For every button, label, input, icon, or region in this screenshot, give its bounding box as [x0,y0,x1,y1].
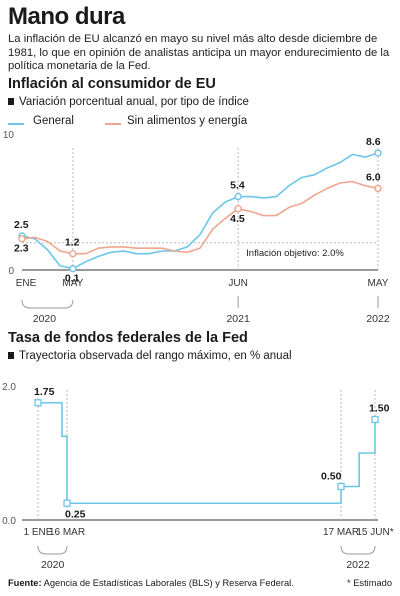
data-point [69,264,77,273]
data-point [63,499,71,507]
year-bracket-2022 [340,545,376,555]
chart1-title: Inflación al consumidor de EU [8,76,216,92]
x-group-label: 2022 [366,313,390,325]
data-label: 1.50 [369,403,390,415]
x-tick-label: 16 MAR [49,527,85,538]
legend-label-general: General [33,115,74,127]
y-tick-label: 10 [3,130,15,141]
footer-text: Agencia de Estadísticas Laborales (BLS) … [43,578,294,588]
series-line-general [21,152,379,270]
y-tick-label: 0 [8,266,14,277]
chart2-subtitle: Trayectoria observada del rango máximo, … [8,350,292,362]
data-label: 6.0 [366,171,381,183]
data-point [69,249,77,258]
x-tick-label: MAY [62,278,83,289]
data-label: 1.75 [34,386,55,398]
chart2-subtitle-text: Trayectoria observada del rango máximo, … [19,350,292,362]
data-label: 5.4 [230,180,245,192]
data-label: 8.6 [366,136,381,148]
square-bullet-icon [8,98,14,105]
x-tick-label: 15 JUN* [356,527,393,538]
data-point [18,235,26,243]
x-tick-label: JUN [228,278,247,289]
data-point [374,184,382,193]
x-tick-label: 1 ENE [24,527,53,538]
data-point [234,205,242,213]
x-group-label: 2020 [41,559,65,571]
y-tick-label: 2.0 [2,382,16,393]
data-point [34,399,42,407]
series-line-core [21,180,379,255]
x-tick-label: MAY [368,278,389,289]
data-point [374,149,382,157]
legend-swatch-general [8,123,24,125]
chart2-title: Tasa de fondos federales de la Fed [8,330,248,346]
data-label: 2.3 [14,243,29,255]
x-tick-label: 17 MAR [323,527,359,538]
data-label: 1.2 [65,237,80,249]
chart1-subtitle-text: Variación porcentual anual, por tipo de … [19,96,249,108]
year-bracket-2020 [37,545,68,555]
chart1-subtitle: Variación porcentual anual, por tipo de … [8,96,249,108]
footer-note: * Estimado [347,578,392,588]
chart1-plot: 0 10 Inflación objetivo: 2.0% 2.5 2.3 1.2 0.1 5… [3,130,390,325]
series-line-fed-rate [38,401,376,505]
x-tick-label: ENE [16,278,37,289]
data-point [371,415,379,424]
x-group-label: 2021 [226,313,250,325]
x-group-label: 2022 [346,559,370,571]
data-label: 0.50 [321,471,342,483]
footer-source: Fuente: Agencia de Estadísticas Laborale… [8,578,294,588]
target-annotation: Inflación objetivo: 2.0% [246,248,344,259]
footer-label: Fuente: [8,578,42,588]
legend-label-core: Sin alimentos y energía [127,115,248,127]
y-tick-label: 0.0 [2,516,16,527]
data-label: 0.25 [65,508,86,520]
page-subtitle: La inflación de EU alcanzó en mayo su ni… [8,33,390,72]
data-label: 0.1 [65,273,80,285]
x-group-label: 2020 [33,313,57,325]
data-point [337,482,345,491]
page-title: Mano dura [8,3,125,30]
data-label: 4.5 [230,213,245,225]
year-bracket-2020 [21,299,74,309]
legend-swatch-core [105,123,121,125]
square-bullet-icon [8,352,14,359]
data-label: 2.5 [14,219,29,231]
data-point [234,192,242,201]
